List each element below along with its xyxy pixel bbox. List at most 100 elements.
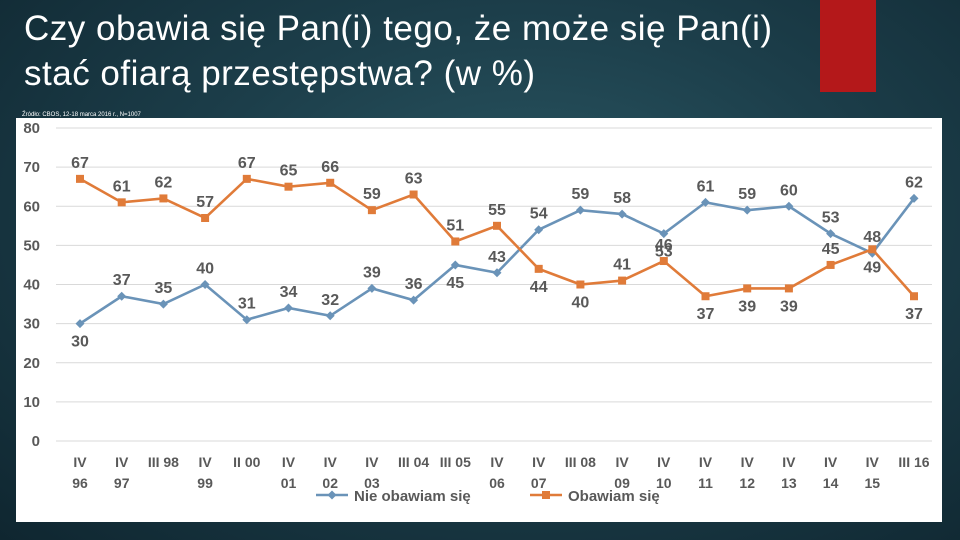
x-tick-label: IV	[866, 454, 880, 470]
x-tick-label: III 04	[398, 454, 429, 470]
x-tick-label: IV	[657, 454, 671, 470]
data-label: 45	[822, 241, 840, 258]
data-point	[868, 245, 877, 254]
x-tick-label: IV	[532, 454, 546, 470]
data-point	[409, 190, 418, 199]
x-tick-label: III 98	[148, 454, 179, 470]
data-point	[367, 206, 376, 215]
legend-label: Nie obawiam się	[354, 488, 471, 505]
x-tick-label: 07	[531, 475, 547, 491]
data-label: 45	[446, 275, 464, 292]
data-point	[76, 174, 84, 183]
x-tick-label: II 00	[233, 454, 260, 470]
y-tick-label: 10	[23, 394, 40, 411]
data-label: 37	[905, 306, 923, 323]
x-tick-label: 02	[322, 475, 338, 491]
data-point	[409, 295, 419, 305]
data-point	[451, 237, 460, 246]
x-tick-label: 10	[656, 475, 672, 491]
data-label: 39	[363, 264, 381, 281]
data-label: 59	[738, 186, 756, 203]
data-point	[743, 284, 752, 293]
data-point	[618, 276, 627, 285]
x-tick-label: 13	[781, 475, 797, 491]
data-label: 43	[488, 249, 506, 266]
chart-panel: 0 10 20 30 40 50 60 70 80 IV 96 IV 97 III 98 IV 99 II 00…	[16, 118, 942, 522]
slide-title-line-1: Czy obawia się Pan(i) tego, że może się …	[24, 9, 773, 48]
red-accent-bar	[820, 0, 876, 92]
data-point	[659, 257, 668, 266]
x-tick-label: 15	[865, 475, 881, 491]
data-point	[534, 225, 544, 235]
data-label: 58	[613, 190, 631, 207]
data-label: 61	[697, 178, 715, 195]
slide-title-line-2: stać ofiarą przestępstwa? (w %)	[24, 54, 536, 93]
data-label: 66	[321, 159, 339, 176]
data-label: 44	[530, 279, 548, 296]
slide-title: Czy obawia się Pan(i) tego, że może się …	[24, 6, 924, 96]
data-point	[326, 178, 335, 187]
x-tick-label: IV	[824, 454, 838, 470]
x-tick-label: III 08	[565, 454, 596, 470]
x-tick-label: IV	[115, 454, 129, 470]
x-tick-label: IV	[282, 454, 296, 470]
data-point	[492, 268, 502, 278]
data-label: 57	[196, 194, 214, 211]
x-tick-label: IV	[73, 454, 87, 470]
data-point	[910, 292, 918, 301]
data-point	[284, 303, 293, 313]
data-label: 67	[71, 155, 89, 172]
x-tick-label: 09	[614, 475, 630, 491]
y-tick-label: 30	[23, 316, 40, 333]
y-tick-label: 70	[23, 159, 40, 176]
data-point	[909, 193, 919, 203]
source-note: Źródło: CBOS, 12-18 marca 2016 r., N=100…	[22, 112, 141, 118]
data-label: 62	[905, 174, 923, 191]
data-point	[117, 198, 126, 207]
y-tick-label: 40	[23, 277, 40, 294]
x-tick-label: IV	[365, 454, 379, 470]
data-point	[784, 201, 794, 211]
data-label: 40	[572, 295, 590, 312]
x-tick-label: 03	[364, 475, 380, 491]
legend-marker	[542, 491, 550, 499]
x-tick-label: IV	[741, 454, 755, 470]
data-point	[200, 280, 210, 289]
data-label: 49	[863, 259, 881, 276]
x-tick-label: IV	[699, 454, 713, 470]
data-point	[575, 205, 585, 215]
data-point	[534, 264, 543, 273]
y-tick-label: 50	[23, 237, 40, 254]
data-label: 60	[780, 182, 798, 199]
x-tick-label: IV	[490, 454, 504, 470]
data-point	[242, 315, 252, 325]
data-label: 31	[238, 296, 256, 313]
x-tick-label: IV	[615, 454, 629, 470]
data-point	[284, 182, 293, 191]
data-label: 55	[488, 202, 506, 219]
data-label: 61	[113, 178, 131, 195]
data-label: 35	[155, 280, 173, 297]
x-tick-label: 14	[823, 475, 839, 491]
x-tick-label: 01	[281, 475, 297, 491]
legend-marker	[327, 490, 337, 500]
data-label: 37	[697, 306, 715, 323]
x-tick-label: IV	[324, 454, 338, 470]
data-point	[576, 280, 585, 289]
data-point	[701, 197, 710, 207]
data-label: 34	[280, 284, 298, 301]
data-point	[201, 213, 210, 222]
data-point	[117, 291, 127, 301]
x-tick-label: III 05	[440, 454, 471, 470]
y-tick-label: 60	[23, 198, 40, 215]
data-point	[493, 221, 501, 230]
data-point	[617, 209, 627, 219]
data-label: 59	[363, 186, 381, 203]
data-point	[701, 292, 710, 301]
data-label: 63	[405, 171, 423, 188]
data-label: 62	[155, 174, 173, 191]
data-point	[242, 174, 251, 183]
data-label: 48	[863, 229, 881, 246]
x-tick-label: 99	[197, 475, 213, 491]
